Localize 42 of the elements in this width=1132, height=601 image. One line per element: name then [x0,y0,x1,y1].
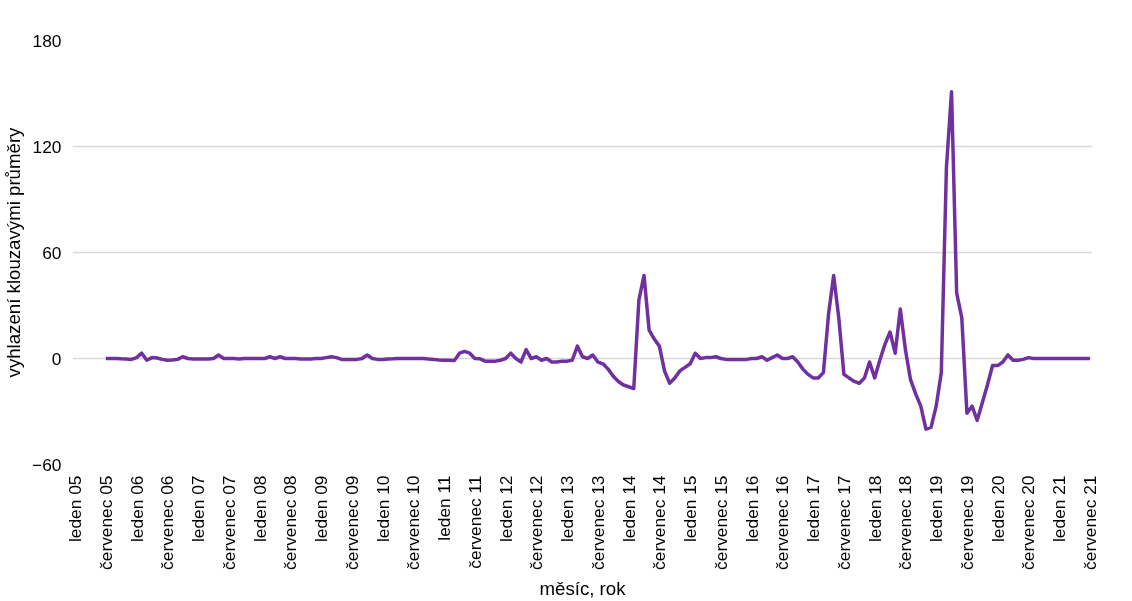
x-tick-label: červenec 18 [895,475,916,570]
x-tick-label: červenec 20 [1018,475,1039,570]
line-series [104,89,1092,431]
x-tick-label: červenec 14 [649,475,670,570]
x-tick-label: červenec 21 [1079,475,1100,570]
x-tick-label: leden 12 [495,475,516,542]
x-tick-label: červenec 09 [341,475,362,570]
x-tick-label: leden 08 [249,475,270,542]
x-tick-label: červenec 05 [95,475,116,570]
y-axis-title: vyhlazení klouzavými průměry [3,126,25,378]
x-tick-label: leden 15 [680,475,701,542]
x-tick-label: leden 17 [803,475,824,542]
y-tick-label: 180 [32,30,62,51]
x-tick-label: leden 19 [926,475,947,542]
x-tick-label: leden 16 [741,475,762,542]
y-tick-label: 60 [42,242,62,263]
x-tick-label: leden 06 [126,475,147,542]
y-tick-label: −60 [32,454,62,475]
x-tick-label: červenec 12 [526,475,547,570]
x-tick-label: leden 10 [372,475,393,542]
x-tick-label: leden 05 [65,475,86,542]
x-tick-label: červenec 06 [157,475,178,570]
x-tick-label: červenec 11 [464,475,485,569]
y-tick-label: 120 [32,136,62,157]
x-tick-label: leden 13 [557,475,578,542]
x-tick-label: leden 18 [864,475,885,542]
x-tick-label: červenec 15 [710,475,731,570]
x-tick-label: červenec 13 [587,475,608,570]
y-tick-label: 0 [51,348,62,369]
x-tick-label: leden 07 [188,475,209,542]
x-tick-label: leden 14 [618,475,639,542]
x-tick-label: leden 20 [987,475,1008,542]
x-tick-label: leden 09 [311,475,332,542]
x-tick-label: červenec 08 [280,475,301,570]
x-tick-label: červenec 10 [403,475,424,570]
x-tick-label: červenec 16 [772,475,793,570]
x-tick-label: leden 21 [1049,475,1070,542]
x-axis-title: měsíc, rok [539,577,627,599]
x-tick-label: leden 11 [434,475,455,541]
x-tick-label: červenec 07 [218,475,239,570]
x-tick-label: červenec 17 [833,475,854,570]
x-tick-label: červenec 19 [956,475,977,570]
